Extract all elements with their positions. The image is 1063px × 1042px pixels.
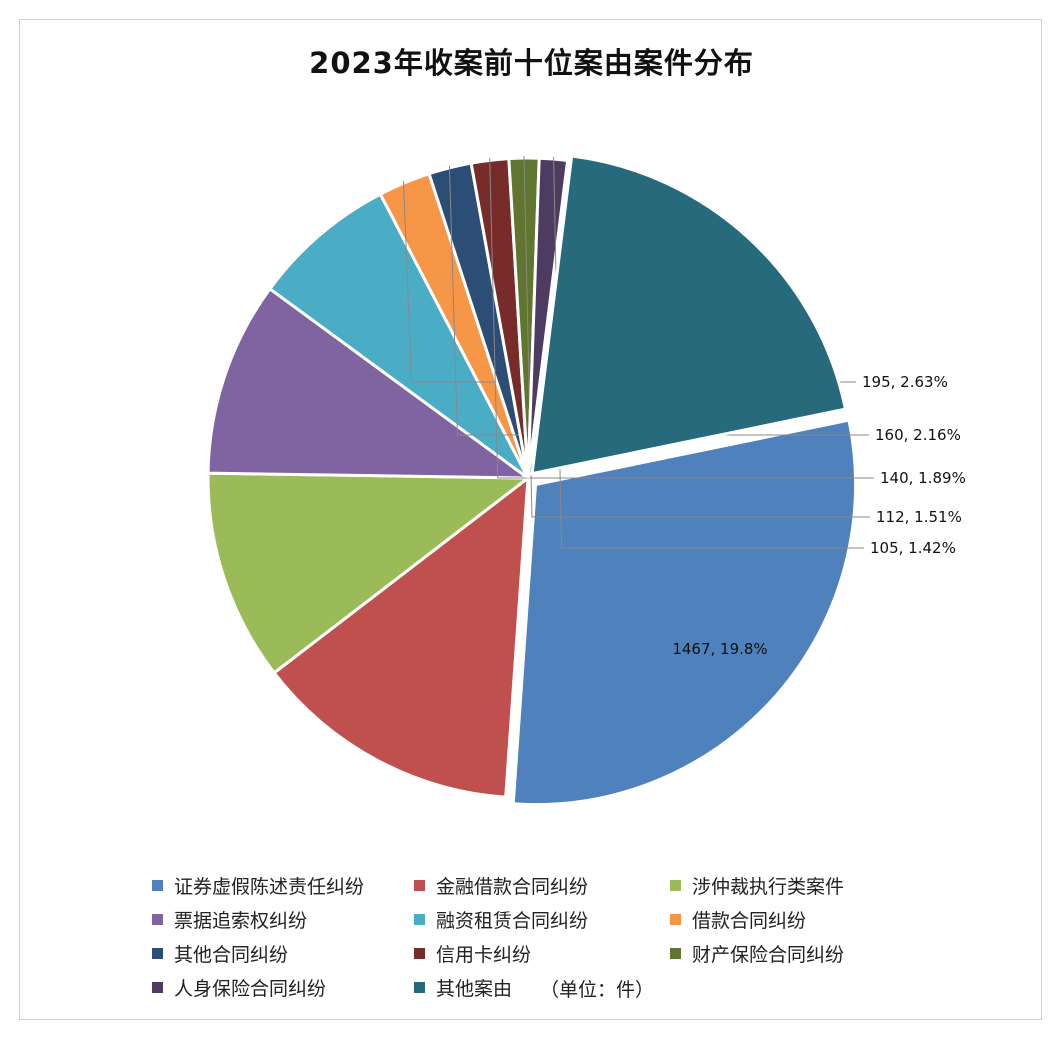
legend-label: 其他案由 [436, 978, 513, 1000]
legend-label: 财产保险合同纠纷 [692, 944, 845, 966]
legend-label: 涉仲裁执行类案件 [692, 876, 845, 898]
slice-data-label: 140, 1.89% [880, 469, 966, 487]
legend-item: 金融借款合同纠纷 [414, 872, 588, 899]
legend-item: 其他案由 [414, 974, 512, 1001]
legend-label: 其他合同纠纷 [174, 944, 289, 966]
legend-item: 票据追索权纠纷 [152, 906, 307, 933]
legend-swatch [152, 914, 163, 925]
legend-item: 其他合同纠纷 [152, 940, 288, 967]
legend-label: 信用卡纠纷 [436, 944, 532, 966]
leader-line [448, 165, 869, 436]
legend-label: 融资租赁合同纠纷 [436, 910, 589, 932]
legend-swatch [670, 914, 681, 925]
chart-title: 2023年收案前十位案由案件分布 [309, 46, 754, 80]
legend-swatch [152, 948, 163, 959]
legend-swatch [414, 982, 425, 993]
pie-slice [530, 154, 848, 476]
leader-line [523, 156, 870, 518]
slice-data-label: 112, 1.51% [876, 508, 962, 526]
pie-slice [206, 471, 533, 675]
pie-slice [267, 192, 530, 480]
leader-line [489, 158, 874, 479]
legend-label: 借款合同纠纷 [692, 910, 807, 932]
legend-swatch [414, 880, 425, 891]
legend-swatch [670, 880, 681, 891]
legend-label: 证券虚假陈述责任纠纷 [174, 876, 365, 898]
legend-swatch [152, 880, 163, 891]
legend-swatch [414, 948, 425, 959]
legend-item: 借款合同纠纷 [670, 906, 806, 933]
legend-swatch [670, 948, 681, 959]
unit-note: （单位：件） [540, 979, 655, 1001]
pie-slice [511, 418, 857, 807]
legend-swatch [152, 982, 163, 993]
slice-data-label: 195, 2.63% [862, 373, 948, 391]
slice-data-label: 160, 2.16% [875, 426, 961, 444]
pie-slice [272, 474, 530, 799]
legend-item: 人身保险合同纠纷 [152, 974, 326, 1001]
legend-item: 涉仲裁执行类案件 [670, 872, 844, 899]
legend-item: 信用卡纠纷 [414, 940, 531, 967]
legend-item: 融资租赁合同纠纷 [414, 906, 588, 933]
legend-label: 金融借款合同纠纷 [436, 876, 589, 898]
legend-label: 人身保险合同纠纷 [174, 978, 327, 1000]
legend-item: 财产保险合同纠纷 [670, 940, 844, 967]
pie-slice [206, 286, 533, 480]
slice-data-label: 1467, 19.8% [672, 640, 767, 658]
slice-data-label: 105, 1.42% [870, 539, 956, 557]
legend-label: 票据追索权纠纷 [174, 910, 308, 932]
legend-swatch [414, 914, 425, 925]
legend-item: 证券虚假陈述责任纠纷 [152, 872, 364, 899]
